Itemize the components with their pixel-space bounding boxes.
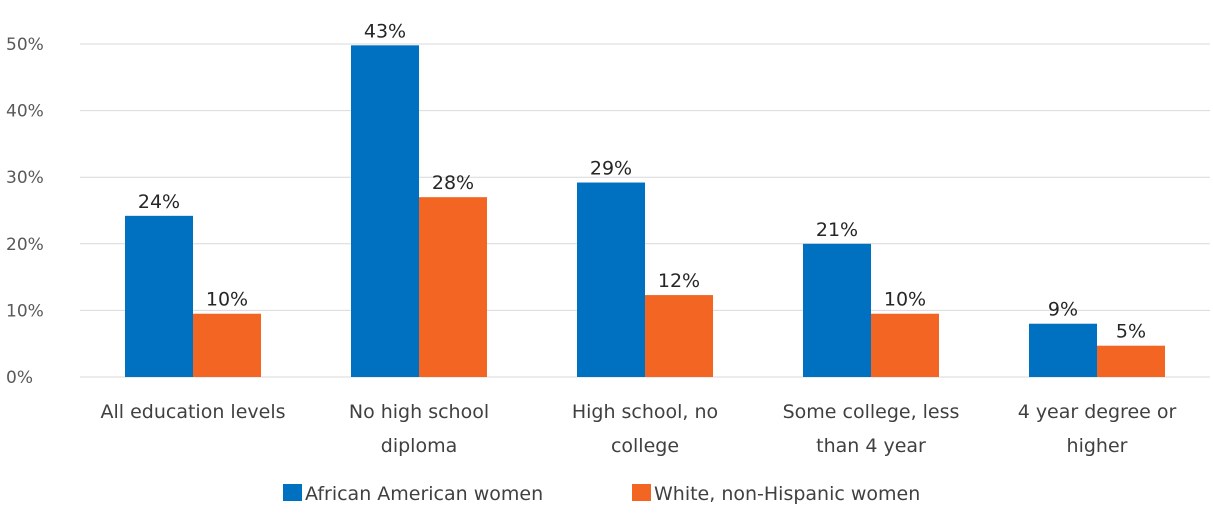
data-labels: 24% 10% 43% 28% 29% 12% 21% 10% 9% 5%	[138, 20, 1146, 342]
y-tick-label: 0%	[6, 368, 33, 388]
x-axis-categories: All education levels No high school diplom…	[101, 401, 1177, 457]
x-category-label: High school, no	[572, 401, 718, 423]
bar	[1097, 345, 1165, 377]
x-category-label: 4 year degree or	[1018, 401, 1177, 423]
legend-item: African American women	[283, 483, 543, 505]
bar	[193, 313, 261, 377]
y-tick-label: 10%	[6, 301, 44, 321]
y-axis-ticks: 0% 10% 20% 30% 40% 50%	[6, 35, 44, 388]
bar	[351, 45, 419, 377]
x-category-label: than 4 year	[816, 435, 926, 457]
legend-item: White, non-Hispanic women	[632, 483, 920, 505]
bar	[419, 197, 487, 377]
data-label: 43%	[364, 20, 406, 42]
bar	[645, 295, 713, 377]
legend-swatch	[283, 484, 302, 501]
bar	[871, 313, 939, 377]
x-category-label: diploma	[381, 435, 457, 457]
bar	[577, 182, 645, 377]
x-category-label: college	[611, 435, 679, 457]
x-category-label: higher	[1067, 435, 1128, 457]
data-label: 12%	[658, 270, 700, 292]
data-label: 28%	[432, 172, 474, 194]
data-label: 9%	[1048, 299, 1078, 321]
legend: African American women White, non-Hispani…	[283, 483, 920, 505]
legend-label: African American women	[305, 483, 543, 505]
y-tick-label: 50%	[6, 35, 44, 55]
y-tick-label: 20%	[6, 235, 44, 255]
legend-label: White, non-Hispanic women	[654, 483, 920, 505]
x-category-label: All education levels	[101, 401, 286, 423]
data-label: 5%	[1116, 321, 1146, 343]
x-category-label: Some college, less	[783, 401, 960, 423]
bar	[1029, 323, 1097, 377]
data-label: 10%	[206, 289, 248, 311]
data-label: 21%	[816, 219, 858, 241]
bar	[803, 243, 871, 377]
legend-swatch	[632, 484, 651, 501]
data-label: 29%	[590, 158, 632, 180]
data-label: 24%	[138, 191, 180, 213]
y-tick-label: 40%	[6, 102, 44, 122]
bar	[125, 215, 193, 377]
y-tick-label: 30%	[6, 168, 44, 188]
data-label: 10%	[884, 289, 926, 311]
bars	[125, 45, 1165, 377]
x-category-label: No high school	[349, 401, 489, 423]
